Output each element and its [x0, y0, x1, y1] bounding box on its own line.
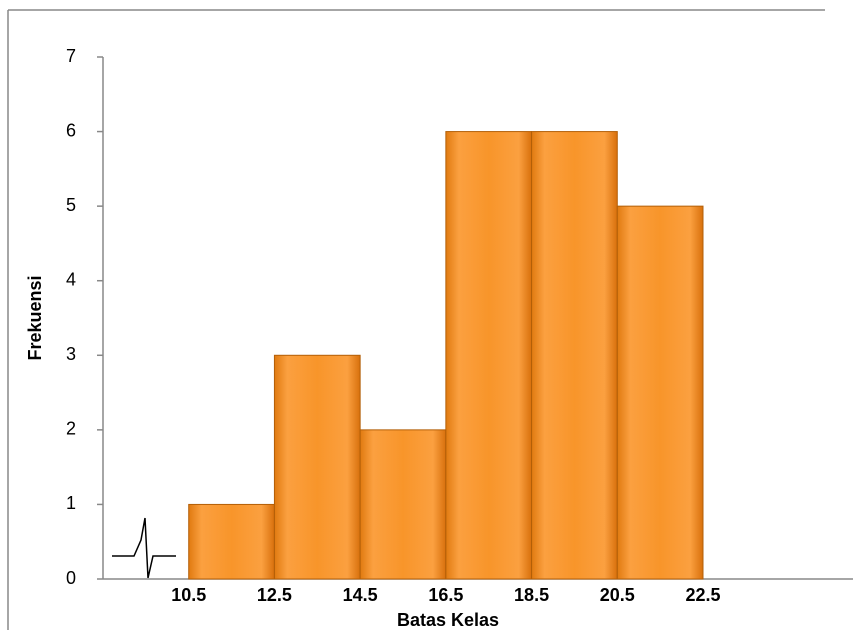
bar: [273, 354, 361, 580]
bar: [445, 131, 533, 580]
x-axis-title: Batas Kelas: [397, 610, 499, 630]
y-tick-label: 0: [66, 568, 76, 588]
y-axis-title: Frekuensi: [25, 275, 45, 360]
bar: [616, 205, 704, 580]
y-tick-label: 6: [66, 120, 76, 140]
axis-break: [112, 517, 176, 579]
x-tick-label: 14.5: [343, 585, 378, 605]
bar: [531, 131, 618, 580]
x-tick-label: 10.5: [171, 585, 206, 605]
x-tick-label: 20.5: [600, 585, 635, 605]
x-tick-label: 16.5: [428, 585, 463, 605]
y-tick-label: 3: [66, 344, 76, 364]
y-tick-label: 7: [66, 46, 76, 66]
bar: [188, 503, 275, 580]
bar: [359, 429, 447, 580]
x-tick-label: 12.5: [257, 585, 292, 605]
y-tick-label: 5: [66, 195, 76, 215]
x-tick-label: 22.5: [685, 585, 720, 605]
x-tick-label: 18.5: [514, 585, 549, 605]
y-tick-label: 1: [66, 493, 76, 513]
y-tick-label: 2: [66, 419, 76, 439]
y-tick-label: 4: [66, 269, 76, 289]
